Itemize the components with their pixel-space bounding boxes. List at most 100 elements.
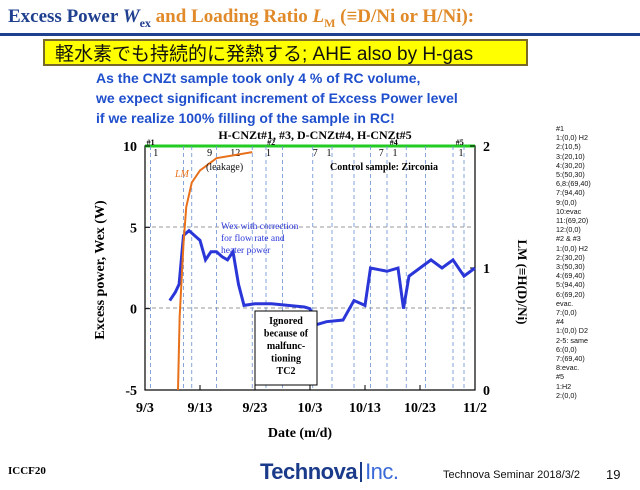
phase-number: 1 — [327, 148, 332, 159]
legend-line: 2:(0,0) — [556, 390, 577, 400]
slide-title: Excess Power Wex and Loading Ratio LM (≡… — [8, 6, 474, 31]
y2-tick-label: 0 — [483, 384, 490, 399]
legend-line: 9:(0,0) — [556, 197, 577, 207]
control-sample-label: Control sample: Zirconia — [330, 162, 438, 173]
phase-number: 1 — [393, 148, 398, 159]
title-rule — [0, 33, 640, 36]
title-w-symbol: W — [122, 6, 140, 27]
company-logo: Technova Inc. — [260, 459, 399, 485]
logo-inc: Inc. — [365, 459, 399, 484]
ignored-line: Ignored — [269, 316, 303, 327]
phase-number: 1 — [266, 148, 271, 159]
legend-line: 1:(0,0) D2 — [556, 326, 588, 336]
logo-main: Technova — [260, 459, 358, 484]
chart-title: H-CNZt#1, #3, D-CNZt#4, H-CNZt#5 — [218, 128, 411, 142]
title-l-sub: M — [324, 15, 336, 30]
footer-conference: ICCF20 — [8, 465, 46, 477]
ignored-line: tioning — [271, 354, 301, 365]
series-wex — [168, 228, 476, 327]
run-label: #1 — [147, 138, 155, 147]
x-tick-label: 9/23 — [243, 401, 268, 416]
run-label: #5 — [456, 138, 464, 147]
x-tick-label: 10/13 — [349, 401, 381, 416]
legend-line: 7:(0,0) — [556, 308, 577, 318]
phase-number: 7 — [313, 148, 318, 159]
legend-line: 10:evac — [556, 206, 582, 216]
y2-tick-label: 1 — [483, 262, 490, 277]
wex-note-2: for flow rate and — [221, 233, 285, 244]
legend-line: 8:evac. — [556, 363, 580, 373]
y-ticks: 10 5 0 -5 — [123, 140, 150, 399]
y-tick-label: 0 — [130, 303, 137, 318]
legend-line: 5:(94,40) — [556, 280, 585, 290]
legend-line: 2:(30,20) — [556, 252, 585, 262]
condition-legend: #1 1:(0,0) H2 2:(10,5) 3:(20,10) 4:(30,20) 5:… — [556, 124, 640, 400]
highlight-banner: 軽水素でも持続的に発熱する; AHE also by H-gas — [43, 39, 528, 66]
legend-line: 12:(0,0) — [556, 225, 581, 235]
legend-line: 2:(10,5) — [556, 142, 581, 152]
leakage-label: (leakage) — [206, 162, 243, 173]
legend-line: evac. — [556, 298, 574, 308]
legend-line: 3:(50,30) — [556, 262, 585, 272]
legend-line: #5 — [556, 372, 564, 382]
title-text-2: and Loading Ratio — [150, 6, 313, 27]
legend-line: #4 — [556, 317, 564, 327]
phase-number: 1 — [153, 148, 158, 159]
phase-number: 1 — [459, 148, 464, 159]
note-line-2: we expect significant increment of Exces… — [96, 90, 458, 106]
legend-line: 4:(69,40) — [556, 271, 585, 281]
wex-note-1: Wex with correction — [221, 222, 299, 232]
ignored-box — [254, 310, 318, 386]
y-right-label: LM (≡H(D)/Ni) — [515, 239, 530, 324]
run-label: #4 — [390, 138, 398, 147]
legend-line: 6,8:(69,40) — [556, 179, 591, 189]
legend-line: 6:(69,20) — [556, 289, 585, 299]
legend-line: 7:(94,40) — [556, 188, 585, 198]
legend-line: 7:(69,40) — [556, 354, 585, 364]
y-tick-label: 5 — [130, 221, 137, 236]
x-tick-label: 11/2 — [463, 401, 487, 416]
x-label: Date (m/d) — [268, 426, 332, 441]
ignored-line: malfunc- — [267, 341, 305, 352]
wex-note-3: heater power — [221, 246, 271, 256]
legend-line: 3:(20,10) — [556, 151, 585, 161]
note-line-1: As the CNZt sample took only 4 % of RC v… — [96, 70, 421, 86]
legend-line: 6:(0,0) — [556, 344, 577, 354]
phase-number: 7 — [379, 148, 384, 159]
series-lm — [177, 151, 253, 391]
y2-tick-label: 2 — [483, 140, 490, 155]
data-series — [168, 151, 476, 391]
x-tick-label: 9/3 — [136, 401, 154, 416]
legend-line: 2-5: same — [556, 335, 588, 345]
ignored-line: TC2 — [277, 366, 296, 377]
y-tick-label: 10 — [123, 140, 137, 155]
lm-label: LM — [174, 169, 190, 180]
run-label: #2 — [267, 138, 275, 147]
legend-line: 11:(69,20) — [556, 216, 589, 226]
phase-number: 12 — [230, 148, 240, 159]
title-text-1: Excess Power — [8, 6, 123, 27]
legend-line: #1 — [556, 124, 564, 133]
note-line-3: if we realize 100% filling of the sample… — [96, 110, 395, 126]
footer-seminar: Technova Seminar 2018/3/2 — [443, 469, 580, 481]
legend-line: 5:(50,30) — [556, 170, 585, 180]
legend-line: #2 & #3 — [556, 234, 581, 244]
legend-line: 1:(0,0) H2 — [556, 243, 588, 253]
y-tick-label: -5 — [125, 384, 137, 399]
legend-line: 1:(0,0) H2 — [556, 133, 588, 143]
ignored-line: because of — [264, 329, 309, 340]
title-w-sub: ex — [139, 15, 151, 30]
phase-number: 9 — [207, 148, 212, 159]
x-tick-label: 9/13 — [188, 401, 213, 416]
legend-line: 1:H2 — [556, 381, 572, 391]
x-ticks: 9/3 9/13 9/23 10/3 10/13 10/23 11/2 — [136, 385, 487, 416]
title-l-symbol: L — [312, 6, 325, 27]
page-number: 19 — [606, 467, 621, 482]
y-left-label: Excess power, Wex (W) — [93, 200, 108, 340]
run-labels: #1 #2 #4 #51 9 12 1 7 1 7 1 1 — [147, 138, 464, 159]
x-tick-label: 10/3 — [298, 401, 323, 416]
title-text-3: (≡D/Ni or H/Ni): — [335, 6, 475, 27]
x-tick-label: 10/23 — [404, 401, 436, 416]
